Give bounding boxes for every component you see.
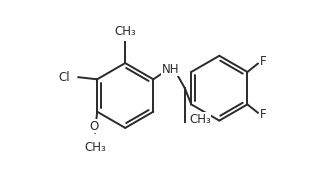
Text: F: F (260, 55, 267, 68)
Text: CH₃: CH₃ (84, 141, 106, 154)
Text: Cl: Cl (58, 71, 70, 84)
Text: F: F (260, 108, 267, 121)
Text: O: O (89, 120, 99, 133)
Text: CH₃: CH₃ (189, 113, 211, 126)
Text: NH: NH (161, 63, 179, 76)
Text: CH₃: CH₃ (114, 25, 136, 38)
